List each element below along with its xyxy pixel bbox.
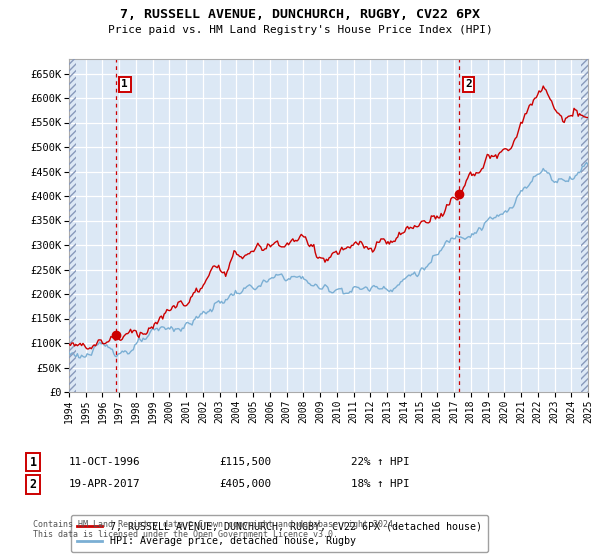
Bar — [69, 59, 76, 392]
Text: 18% ↑ HPI: 18% ↑ HPI — [351, 479, 409, 489]
Text: 7, RUSSELL AVENUE, DUNCHURCH, RUGBY, CV22 6PX: 7, RUSSELL AVENUE, DUNCHURCH, RUGBY, CV2… — [120, 8, 480, 21]
Text: Contains HM Land Registry data © Crown copyright and database right 2024.
This d: Contains HM Land Registry data © Crown c… — [33, 520, 398, 539]
Text: £405,000: £405,000 — [219, 479, 271, 489]
Text: 1: 1 — [29, 455, 37, 469]
Text: Price paid vs. HM Land Registry's House Price Index (HPI): Price paid vs. HM Land Registry's House … — [107, 25, 493, 35]
Legend: 7, RUSSELL AVENUE, DUNCHURCH, RUGBY, CV22 6PX (detached house), HPI: Average pri: 7, RUSSELL AVENUE, DUNCHURCH, RUGBY, CV2… — [71, 515, 488, 552]
Text: 11-OCT-1996: 11-OCT-1996 — [69, 457, 140, 467]
Text: 2: 2 — [465, 80, 472, 90]
Text: 2: 2 — [29, 478, 37, 491]
Text: 22% ↑ HPI: 22% ↑ HPI — [351, 457, 409, 467]
Text: 1: 1 — [121, 80, 128, 90]
Text: £115,500: £115,500 — [219, 457, 271, 467]
Text: 19-APR-2017: 19-APR-2017 — [69, 479, 140, 489]
Bar — [581, 59, 588, 392]
